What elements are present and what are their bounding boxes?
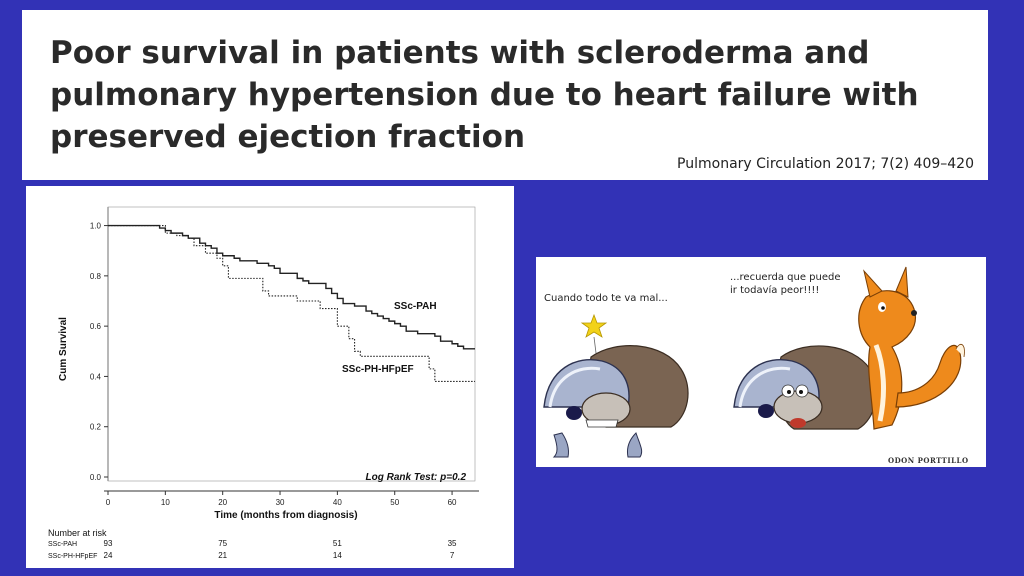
survival-chart-panel: 0.0 0.2 0.4 0.6 0.8 1.0 0 10 20 30 40 50 60 SSc-PAH … [26,186,514,568]
cartoon-caption-left: Cuando todo te va mal... [544,293,668,304]
x-tick-label: 20 [218,498,227,507]
title-panel: Poor survival in patients with scleroder… [22,10,988,180]
y-tick-label: 0.6 [90,322,102,331]
risk-value: 75 [218,539,227,548]
dog-under-helmet-left [543,345,689,458]
y-tick-label: 0.4 [90,372,102,381]
y-tick-label: 0.0 [90,473,102,482]
plot-frame [107,206,476,482]
fox [858,266,965,430]
kaplan-meier-chart: 0.00.20.40.60.81.00 10 20 30 40 50 60 SSc-PAH … [48,206,479,560]
cartoon-credit: ODON PORTTILLO [888,456,969,465]
y-tick-label: 0.8 [90,272,102,281]
survival-curve-ssc-pah [108,224,475,350]
x-tick-label: 40 [333,498,342,507]
log-rank-annotation: Log Rank Test: p=0.2 [366,472,467,483]
x-axis-label: Time (months from diagnosis) [214,510,357,521]
x-tick-label: 50 [390,498,399,507]
y-axis-label: Cum Survival [58,317,69,381]
star-icon [580,313,608,354]
x-tick-label: 10 [161,498,170,507]
cartoon-panel: Cuando todo te va mal... ...recuerda que… [536,257,986,467]
risk-value: 24 [104,551,113,560]
x-tick-label: 30 [276,498,285,507]
cartoon-caption-right: ...recuerda que puede ir todavía peor!!!… [730,272,841,296]
risk-value: 93 [104,539,113,548]
risk-value: 35 [448,539,457,548]
series-label-hfpef: SSc-PH-HFpEF [342,364,414,375]
citation: Pulmonary Circulation 2017; 7(2) 409–420 [677,156,974,172]
y-tick-label: 1.0 [90,222,102,231]
risk-row-label: SSc-PH-HFpEF [48,553,97,560]
survival-curve-ssc-ph-hfpef [108,225,475,383]
dog-under-helmet-right [733,345,877,430]
risk-value: 51 [333,539,342,548]
risk-value: 14 [333,551,342,560]
cartoon-illustration [543,266,965,458]
risk-value: 7 [450,551,455,560]
series-label-pah: SSc-PAH [394,301,437,312]
slide-title: Poor survival in patients with scleroder… [50,35,919,155]
x-tick-label: 0 [106,498,111,507]
risk-value: 21 [218,551,227,560]
x-tick-label: 60 [448,498,457,507]
y-tick-label: 0.2 [90,423,102,432]
risk-table-title: Number at risk [48,528,107,538]
risk-row-label: SSc-PAH [48,541,77,548]
